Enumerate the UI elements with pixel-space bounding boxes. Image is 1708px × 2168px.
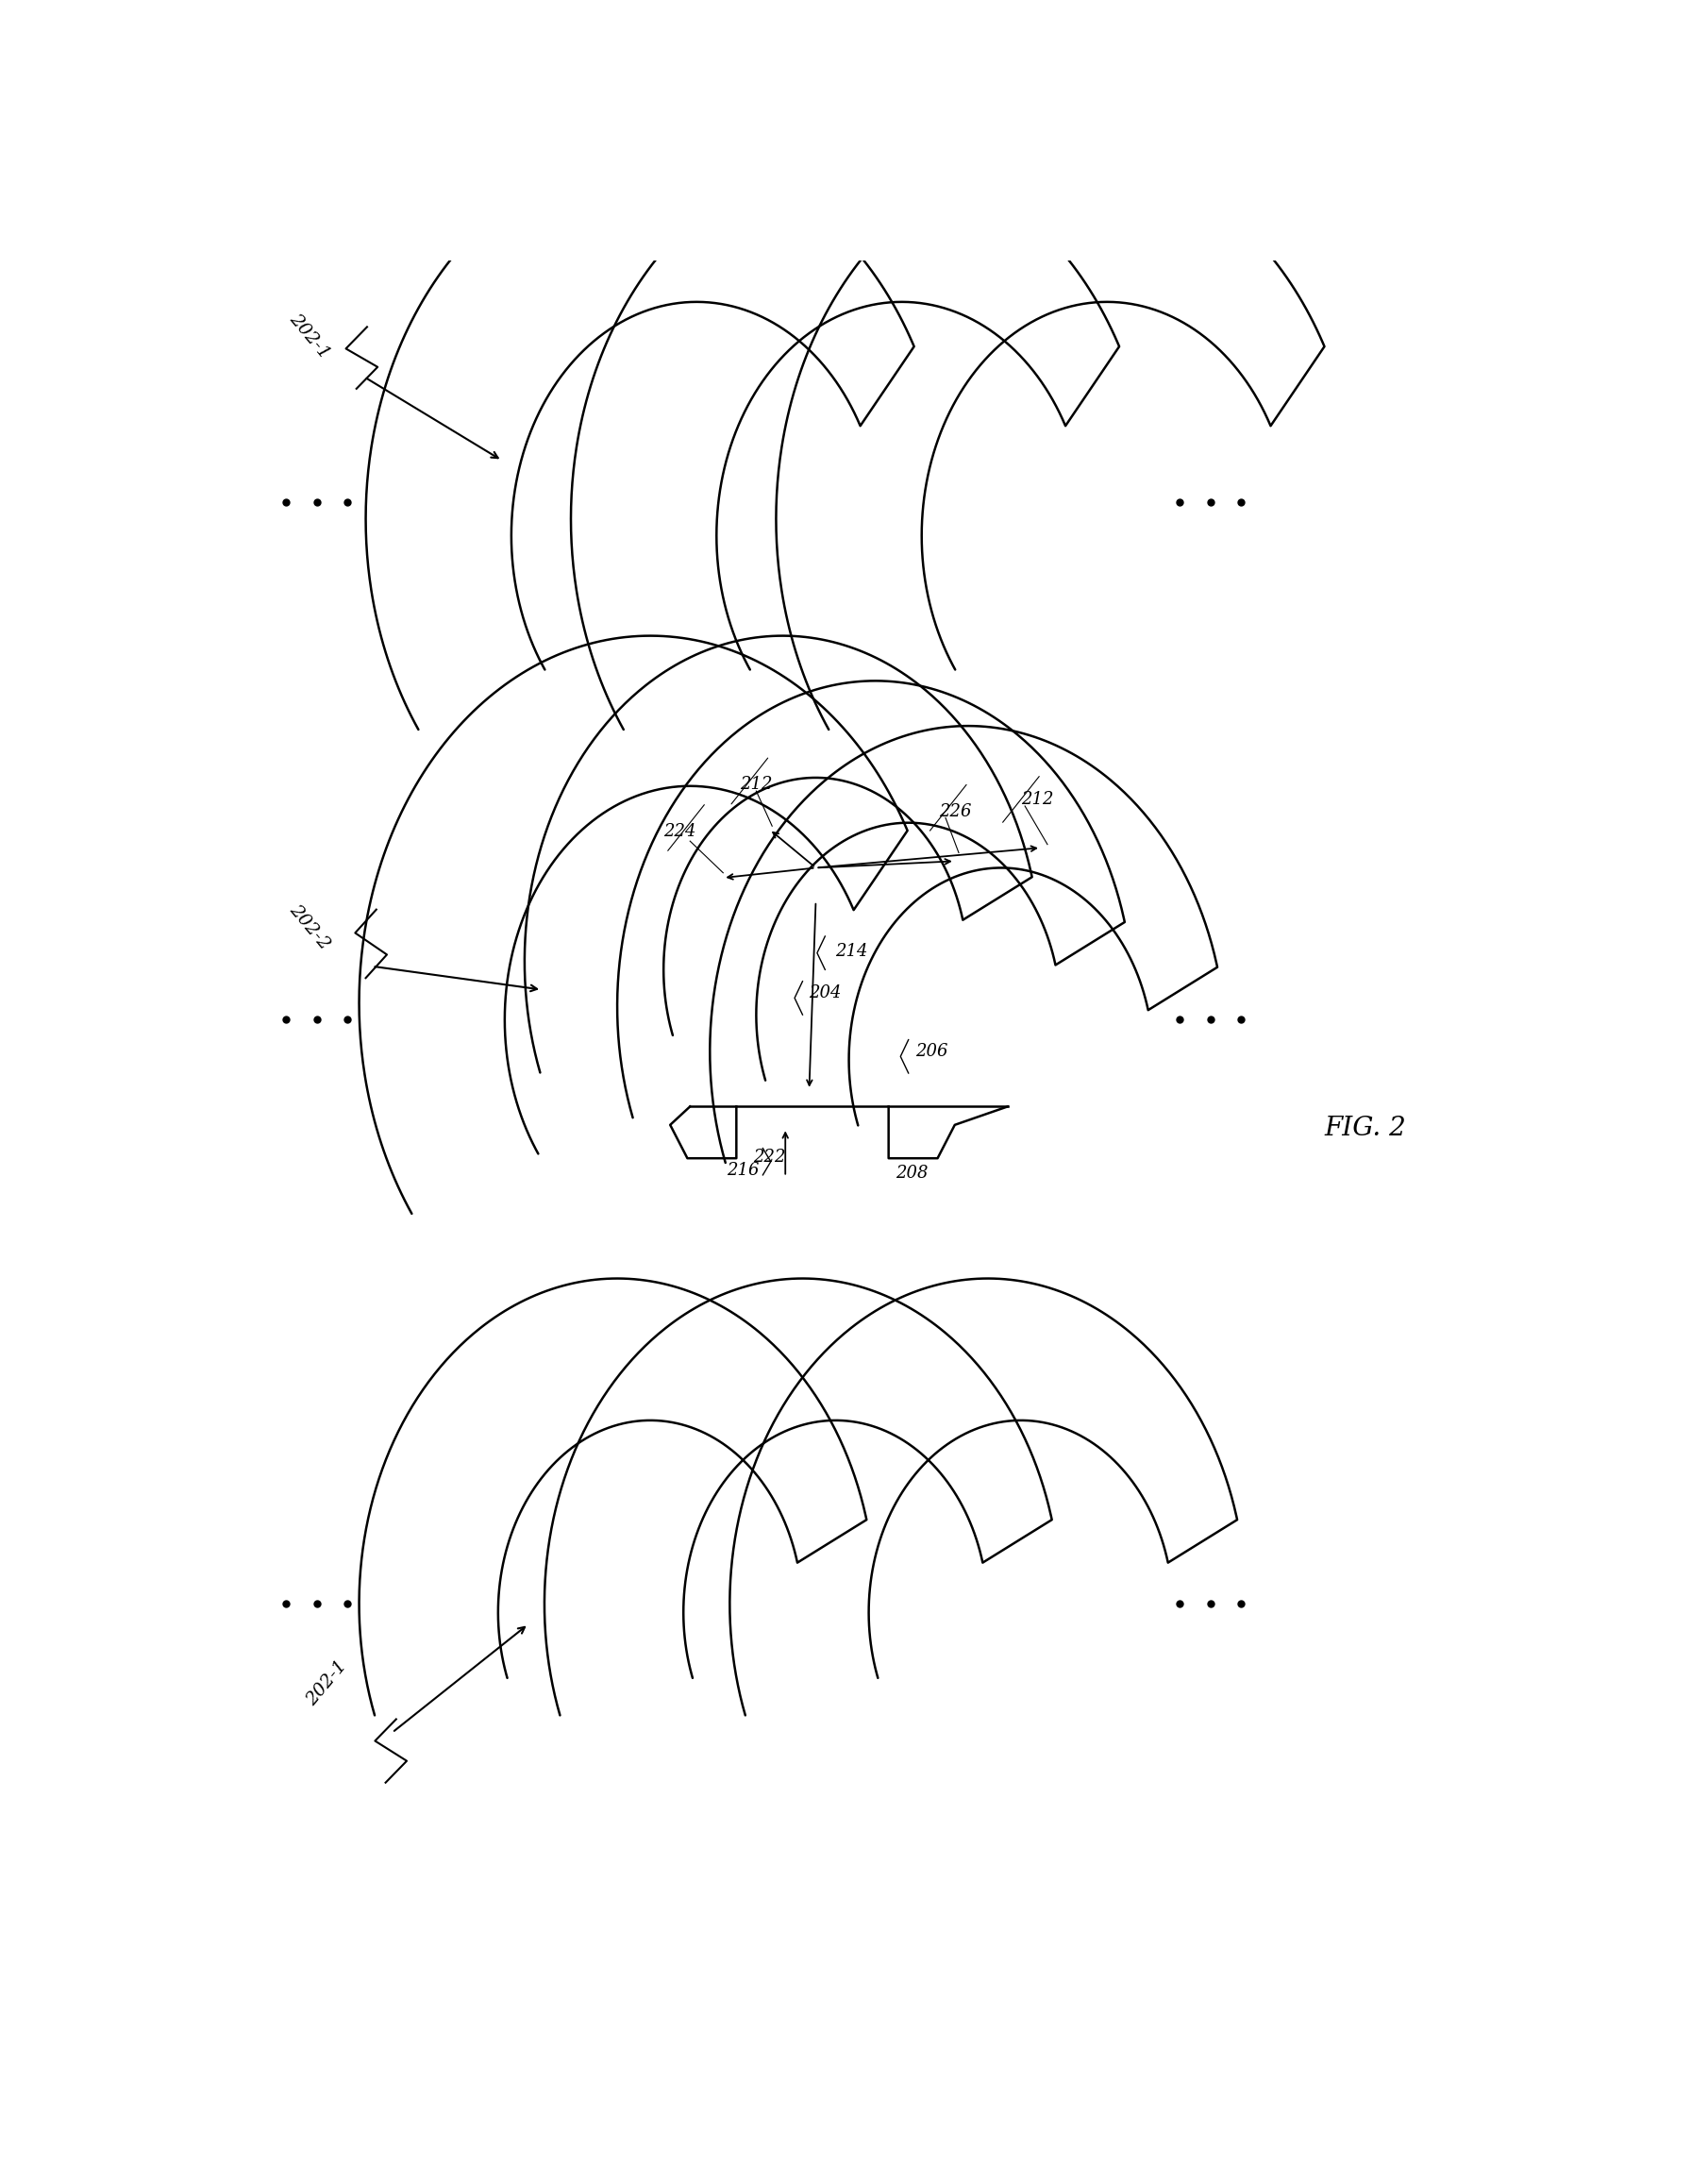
Text: 212: 212 (740, 776, 774, 793)
Text: 216: 216 (728, 1162, 760, 1179)
Text: 222: 222 (753, 1149, 786, 1166)
Text: 224: 224 (664, 824, 697, 839)
Text: 226: 226 (939, 802, 972, 820)
Text: 202-1: 202-1 (287, 310, 333, 362)
Text: 208: 208 (895, 1164, 927, 1182)
Text: 204: 204 (810, 984, 842, 1002)
Text: 214: 214 (835, 943, 868, 960)
Text: 212: 212 (1021, 791, 1054, 809)
Text: 202-2: 202-2 (287, 902, 333, 952)
Text: FIG. 2: FIG. 2 (1324, 1117, 1406, 1140)
Text: 206: 206 (915, 1043, 948, 1060)
Text: 202-1: 202-1 (304, 1659, 350, 1708)
